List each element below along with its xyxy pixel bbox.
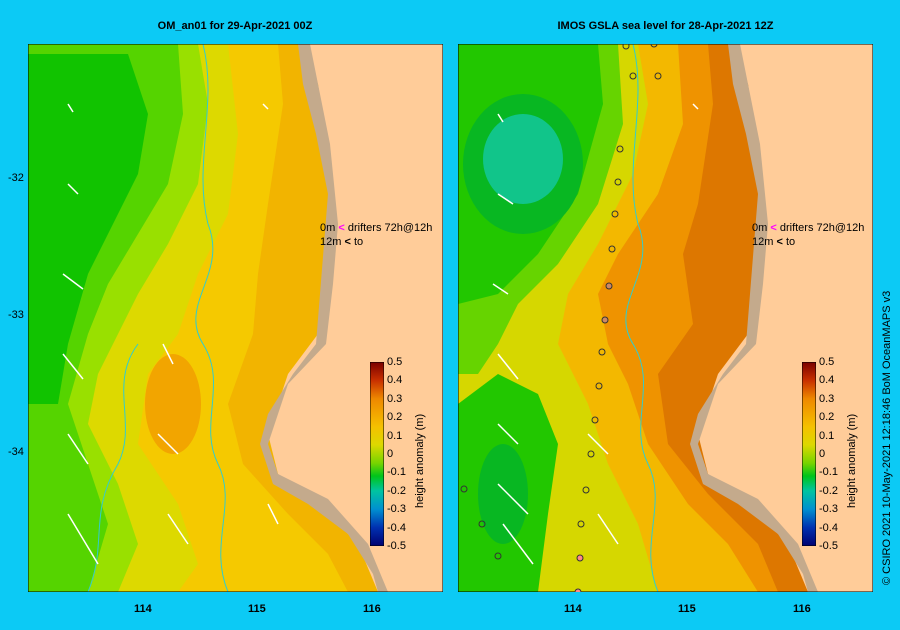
y-tick-label: -33 (8, 309, 24, 321)
colorbar-tick-label: -0.2 (819, 484, 838, 497)
left-panel-title: OM_an01 for 29-Apr-2021 00Z (157, 20, 313, 32)
x-tick-label: 114 (134, 603, 152, 615)
x-tick-label: 115 (678, 603, 696, 615)
y-tick-label: -34 (8, 446, 24, 458)
eddy-warm (145, 354, 201, 454)
colorbar-tick-label: 0.3 (819, 392, 835, 405)
credit-text: © CSIRO 2021 10-May-2021 12:18:46 BoM Oc… (881, 290, 893, 585)
legend-depth: 0m (320, 222, 336, 234)
colorbar-tick-label: -0.5 (387, 540, 406, 552)
colorbar-tick-label: -0.4 (387, 521, 406, 534)
colorbar-tick-label: -0.1 (819, 466, 838, 479)
left-map-panel (28, 44, 443, 592)
colorbar-tick-label: -0.1 (387, 466, 406, 479)
x-tick-label: 116 (793, 603, 811, 615)
shelf-band (690, 44, 818, 592)
colorbar-tick-label: -0.3 (387, 503, 406, 516)
left-colorbar (370, 362, 384, 546)
colorbar-tick-label: 0.4 (819, 374, 835, 387)
colorbar-tick-label: 0.5 (819, 356, 835, 368)
x-tick-label: 114 (564, 603, 582, 615)
black-arrow-icon: < (776, 236, 783, 248)
colorbar-tick-label: 0.2 (387, 411, 403, 424)
legend-label: to (785, 236, 796, 248)
magenta-arrow-icon: < (770, 222, 777, 234)
colorbar-tick-label: 0.3 (387, 392, 403, 405)
left-colorbar-label: height anomaly (m) (414, 413, 426, 508)
colorbar-tick-label: 0.1 (387, 429, 403, 442)
colorbar-tick-label: 0.4 (387, 374, 403, 387)
drifter-legend-row1: 0m < drifters 72h@12h (752, 222, 864, 234)
eddy-cold-core (483, 114, 563, 204)
legend-depth: 0m (752, 222, 768, 234)
colorbar-tick-label: 0.5 (387, 356, 403, 368)
right-panel-title: IMOS GSLA sea level for 28-Apr-2021 12Z (557, 20, 774, 32)
colorbar-tick-label: -0.5 (819, 540, 838, 552)
eddy-cold-south-core (478, 444, 528, 544)
colorbar-tick-label: 0 (819, 448, 826, 460)
legend-depth: 12m (320, 236, 342, 248)
velocity-arrows (62, 103, 279, 565)
magenta-arrow-icon: < (338, 222, 345, 234)
bathymetry-line-2 (87, 343, 139, 592)
drifter-legend-row2: 12m < to (320, 236, 363, 248)
shelf-band (260, 44, 388, 592)
right-colorbar-label: height anomaly (m) (846, 413, 858, 508)
x-tick-label: 115 (248, 603, 266, 615)
colorbar-tick-label: 0.1 (819, 429, 835, 442)
black-arrow-icon: < (344, 236, 351, 248)
y-tick-label: -32 (8, 172, 24, 184)
right-map-panel (458, 44, 873, 592)
bathymetry-line (195, 44, 229, 592)
legend-depth: 12m (752, 236, 774, 248)
legend-label: drifters 72h@12h (347, 222, 433, 234)
x-tick-label: 116 (363, 603, 381, 615)
colorbar-tick-label: 0.2 (819, 411, 835, 424)
drifter-legend-row2: 12m < to (752, 236, 795, 248)
colorbar-tick-label: -0.3 (819, 503, 838, 516)
bathymetry-line (625, 44, 659, 592)
drifter-markers (460, 44, 662, 592)
legend-label: to (353, 236, 364, 248)
colorbar-tick-label: -0.2 (387, 484, 406, 497)
contour-neg0.2 (28, 54, 148, 404)
right-colorbar (802, 362, 816, 546)
drifter-legend-row1: 0m < drifters 72h@12h (320, 222, 432, 234)
velocity-arrows (492, 103, 699, 565)
colorbar-tick-label: 0 (387, 448, 394, 460)
legend-label: drifters 72h@12h (779, 222, 865, 234)
colorbar-tick-label: -0.4 (819, 521, 838, 534)
